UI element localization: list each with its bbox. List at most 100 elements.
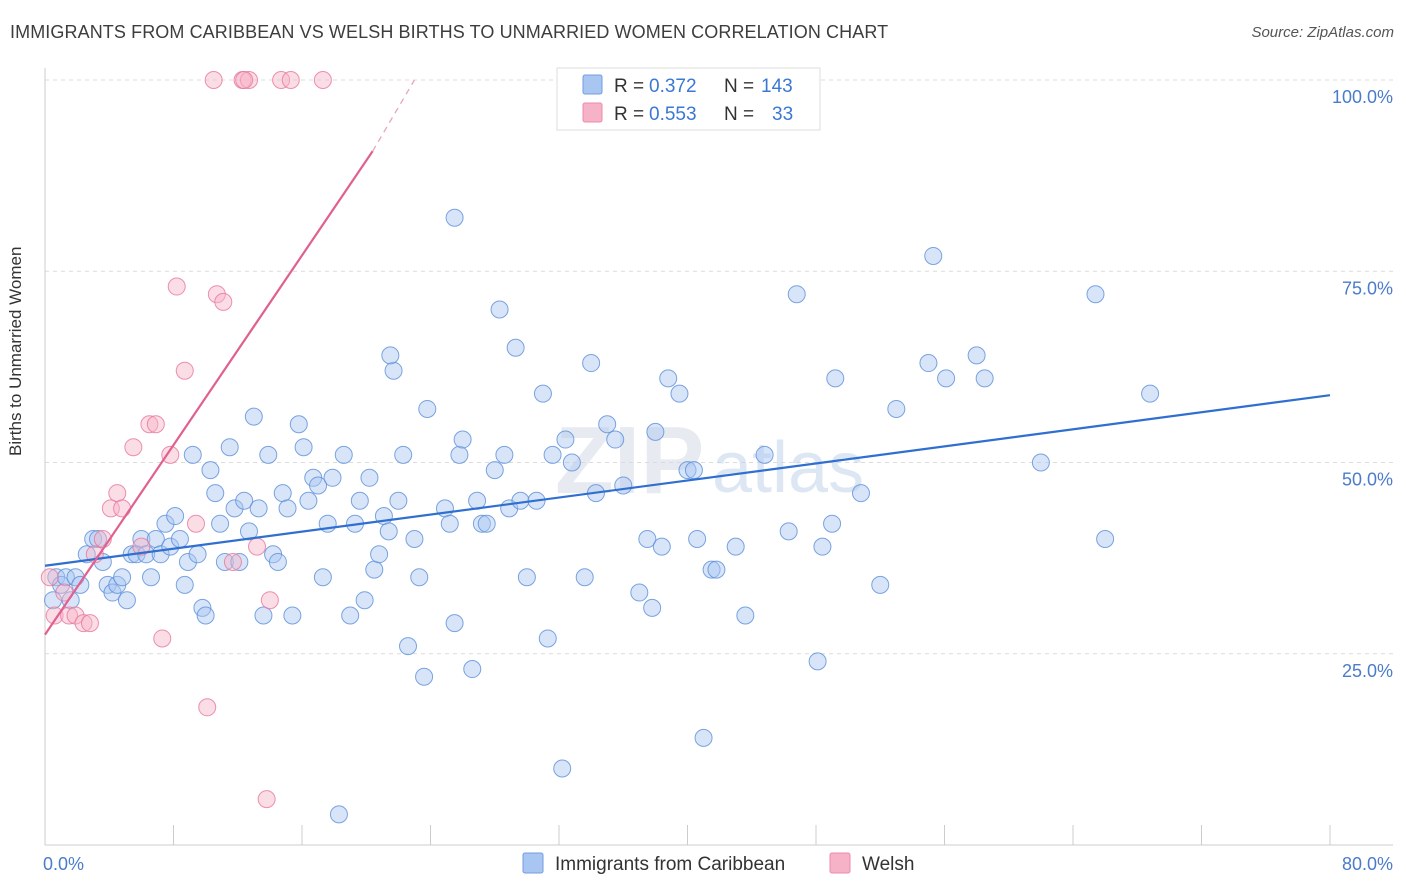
- point-welsh-23: [207, 285, 226, 304]
- x-tick-label-0: 0.0%: [43, 854, 84, 874]
- point-caribbean-75: [410, 568, 429, 587]
- x-tick-labels: 0.0% 80.0%: [43, 854, 1393, 874]
- point-welsh-28: [248, 537, 267, 556]
- point-caribbean-34: [206, 484, 225, 503]
- point-caribbean-49: [278, 499, 297, 518]
- point-caribbean-108: [638, 530, 657, 548]
- point-caribbean-45: [259, 445, 278, 464]
- point-welsh-34: [235, 71, 254, 89]
- point-welsh-22: [204, 71, 223, 89]
- legend-r-label-caribbean: R =: [614, 76, 644, 97]
- point-caribbean-80: [445, 614, 464, 633]
- point-caribbean-56: [313, 568, 332, 587]
- point-caribbean-89: [495, 445, 514, 464]
- point-caribbean-3: [56, 568, 75, 587]
- point-caribbean-53: [299, 491, 318, 510]
- point-caribbean-42: [244, 407, 263, 426]
- point-welsh-3: [60, 606, 79, 625]
- point-caribbean-106: [614, 476, 633, 495]
- point-caribbean-119: [707, 560, 726, 579]
- point-caribbean-136: [1031, 453, 1050, 472]
- point-caribbean-15: [117, 591, 136, 610]
- point-welsh-11: [113, 499, 132, 518]
- legend-swatch-welsh: [582, 102, 603, 123]
- trend-line-extension-welsh: [372, 79, 415, 152]
- legend-n-label-welsh: N =: [724, 104, 754, 125]
- point-caribbean-81: [450, 445, 469, 464]
- point-caribbean-100: [562, 453, 581, 472]
- point-caribbean-139: [1141, 384, 1160, 403]
- point-caribbean-29: [183, 445, 202, 464]
- point-welsh-1: [45, 606, 64, 625]
- point-caribbean-38: [225, 499, 244, 518]
- point-caribbean-33: [201, 461, 220, 480]
- point-welsh-24: [214, 292, 233, 311]
- point-caribbean-126: [813, 537, 832, 556]
- point-caribbean-114: [678, 461, 697, 480]
- point-caribbean-59: [329, 805, 348, 824]
- point-caribbean-104: [598, 415, 617, 434]
- point-caribbean-63: [350, 491, 369, 510]
- legend-n-value-caribbean: 143: [761, 76, 793, 97]
- point-welsh-20: [186, 514, 205, 533]
- point-caribbean-44: [254, 606, 273, 625]
- correlation-legend: R = 0.372 N = 143 R = 0.553 N = 33: [556, 67, 821, 131]
- point-welsh-25: [223, 552, 242, 571]
- point-caribbean-128: [826, 369, 845, 388]
- legend-swatch-caribbean: [582, 74, 603, 95]
- point-welsh-13: [132, 537, 151, 556]
- point-caribbean-125: [808, 652, 827, 671]
- point-caribbean-97: [543, 445, 562, 464]
- point-welsh-31: [272, 71, 291, 89]
- point-caribbean-86: [477, 514, 496, 533]
- point-welsh-5: [74, 614, 93, 633]
- series-legend-label-caribbean: Immigrants from Caribbean: [555, 854, 785, 875]
- point-caribbean-28: [178, 552, 197, 571]
- trend-line-welsh: [44, 150, 374, 636]
- point-welsh-17: [161, 445, 180, 464]
- point-caribbean-74: [405, 530, 424, 548]
- point-welsh-27: [239, 71, 258, 89]
- point-caribbean-51: [289, 415, 308, 434]
- point-caribbean-83: [463, 660, 482, 679]
- point-caribbean-122: [755, 445, 774, 464]
- point-caribbean-135: [967, 346, 986, 365]
- point-welsh-30: [260, 591, 279, 610]
- point-welsh-29: [257, 790, 276, 809]
- point-caribbean-99: [556, 430, 575, 449]
- point-caribbean-105: [606, 430, 625, 449]
- point-welsh-0: [40, 568, 59, 587]
- data-points: [40, 71, 1160, 824]
- point-caribbean-87: [485, 461, 504, 480]
- point-welsh-18: [167, 277, 186, 296]
- point-caribbean-117: [694, 728, 713, 747]
- point-caribbean-111: [652, 537, 671, 556]
- point-caribbean-26: [170, 530, 189, 548]
- point-caribbean-30: [188, 545, 207, 564]
- point-caribbean-134: [937, 369, 956, 388]
- point-caribbean-70: [384, 361, 403, 380]
- y-tick-label-1: 50.0%: [1342, 470, 1393, 490]
- point-caribbean-113: [670, 384, 689, 403]
- point-caribbean-47: [268, 552, 287, 571]
- point-caribbean-69: [379, 522, 398, 541]
- point-welsh-16: [153, 629, 172, 648]
- point-caribbean-115: [684, 461, 703, 480]
- chart-title: IMMIGRANTS FROM CARIBBEAN VS WELSH BIRTH…: [10, 22, 889, 42]
- point-caribbean-79: [440, 514, 459, 533]
- y-tick-labels: 25.0% 50.0% 75.0% 100.0%: [1332, 87, 1393, 681]
- point-caribbean-14: [113, 568, 132, 587]
- point-caribbean-9: [89, 530, 108, 548]
- point-caribbean-23: [156, 514, 175, 533]
- point-caribbean-107: [630, 583, 649, 602]
- trend-lines: [44, 79, 1331, 636]
- trend-line-caribbean: [44, 394, 1331, 567]
- point-welsh-15: [146, 415, 165, 434]
- point-caribbean-130: [871, 575, 890, 594]
- point-caribbean-98: [553, 759, 572, 778]
- point-welsh-10: [108, 484, 127, 503]
- point-caribbean-82: [453, 430, 472, 449]
- axes: [44, 68, 1393, 846]
- point-caribbean-131: [887, 399, 906, 418]
